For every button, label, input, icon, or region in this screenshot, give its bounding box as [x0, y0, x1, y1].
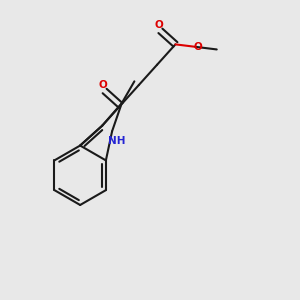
- Text: NH: NH: [108, 136, 125, 146]
- Text: O: O: [154, 20, 163, 31]
- Text: O: O: [98, 80, 107, 90]
- Text: O: O: [194, 42, 202, 52]
